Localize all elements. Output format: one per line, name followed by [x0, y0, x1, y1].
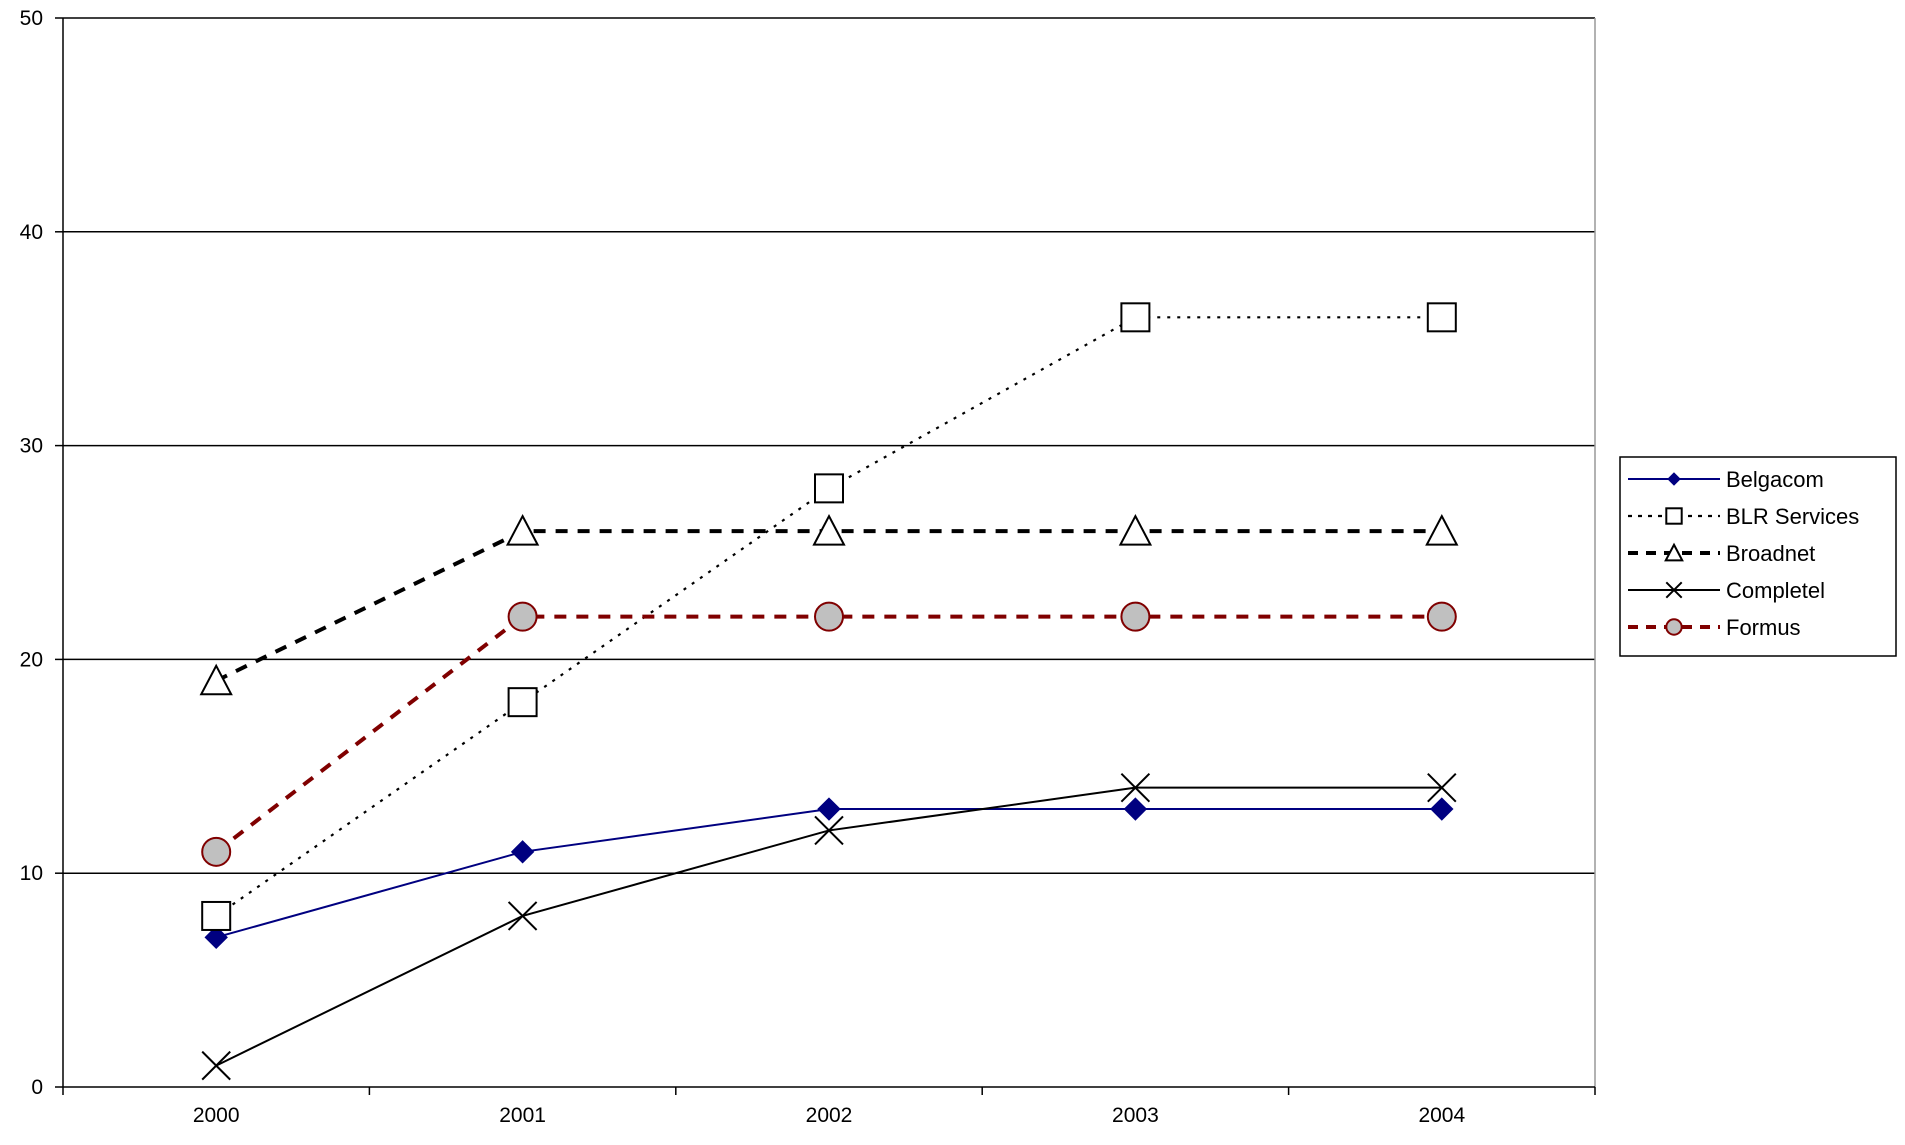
legend-swatch-marker [1667, 472, 1681, 486]
y-tick-label: 40 [20, 221, 43, 244]
legend-label: Formus [1726, 615, 1801, 640]
y-tick-label: 10 [20, 862, 43, 885]
marker-stroke [1427, 772, 1457, 803]
data-point-marker [507, 687, 538, 718]
legend: Belgacom BLR Services Broadnet Completel For… [1619, 456, 1897, 657]
legend-label: Belgacom [1726, 467, 1824, 492]
data-point-marker [812, 513, 846, 546]
data-point-marker [201, 900, 232, 931]
y-tick-label: 30 [20, 435, 43, 458]
data-point-marker [814, 473, 844, 504]
data-point-marker [1426, 601, 1457, 632]
marker-stroke [201, 1050, 231, 1081]
legend-swatch-marker [1665, 507, 1683, 525]
series-line [215, 316, 1442, 917]
legend-label: BLR Services [1726, 504, 1859, 529]
legend-label: Broadnet [1726, 541, 1815, 566]
data-point-marker [1120, 601, 1151, 632]
legend-swatch-marker [1665, 618, 1683, 636]
legend-label: Completel [1726, 578, 1825, 603]
data-point-marker [1120, 772, 1151, 803]
marker-stroke [1665, 581, 1683, 599]
legend-swatch-marker [1665, 581, 1683, 599]
marker-stroke [507, 901, 538, 931]
data-point-marker [817, 797, 841, 821]
data-point-marker [1430, 797, 1454, 821]
axes: 0 10 20 30 40 50 2000 2001 2002 2003 2004 [20, 7, 1596, 1127]
data-point-marker [505, 513, 540, 546]
data-point-marker [199, 663, 233, 696]
series-belgacom [204, 797, 1454, 950]
series-lines [199, 302, 1459, 1081]
x-tick-label: 2003 [1112, 1104, 1159, 1127]
legend-swatch-marker [1664, 542, 1684, 562]
data-point-marker [507, 601, 538, 632]
marker-stroke [814, 815, 844, 846]
marker-stroke [1120, 772, 1151, 803]
y-tick-label: 0 [31, 1076, 43, 1099]
data-point-marker [1118, 513, 1153, 546]
y-tick-label: 20 [20, 648, 43, 671]
data-point-marker [1120, 302, 1151, 333]
series-formus [201, 601, 1457, 867]
data-point-marker [201, 1050, 231, 1081]
data-point-marker [510, 840, 535, 864]
series-blr-services [201, 302, 1457, 931]
legend-box [1619, 456, 1897, 657]
data-point-marker [1426, 302, 1457, 333]
data-point-marker [814, 601, 844, 632]
data-point-marker [201, 836, 232, 867]
gridlines [63, 17, 1596, 1087]
series-broadnet [199, 513, 1459, 696]
x-tick-label: 2000 [193, 1104, 240, 1127]
data-point-marker [1427, 772, 1457, 803]
data-point-marker [204, 925, 228, 950]
data-point-marker [507, 901, 538, 931]
series-completel [201, 772, 1457, 1081]
x-tick-label: 2001 [499, 1104, 546, 1127]
data-point-marker [1123, 797, 1148, 821]
x-tick-label: 2004 [1418, 1104, 1465, 1127]
x-tick-label: 2002 [806, 1104, 853, 1127]
data-point-marker [814, 815, 844, 846]
data-point-marker [1425, 513, 1459, 546]
y-tick-label: 50 [20, 7, 43, 30]
